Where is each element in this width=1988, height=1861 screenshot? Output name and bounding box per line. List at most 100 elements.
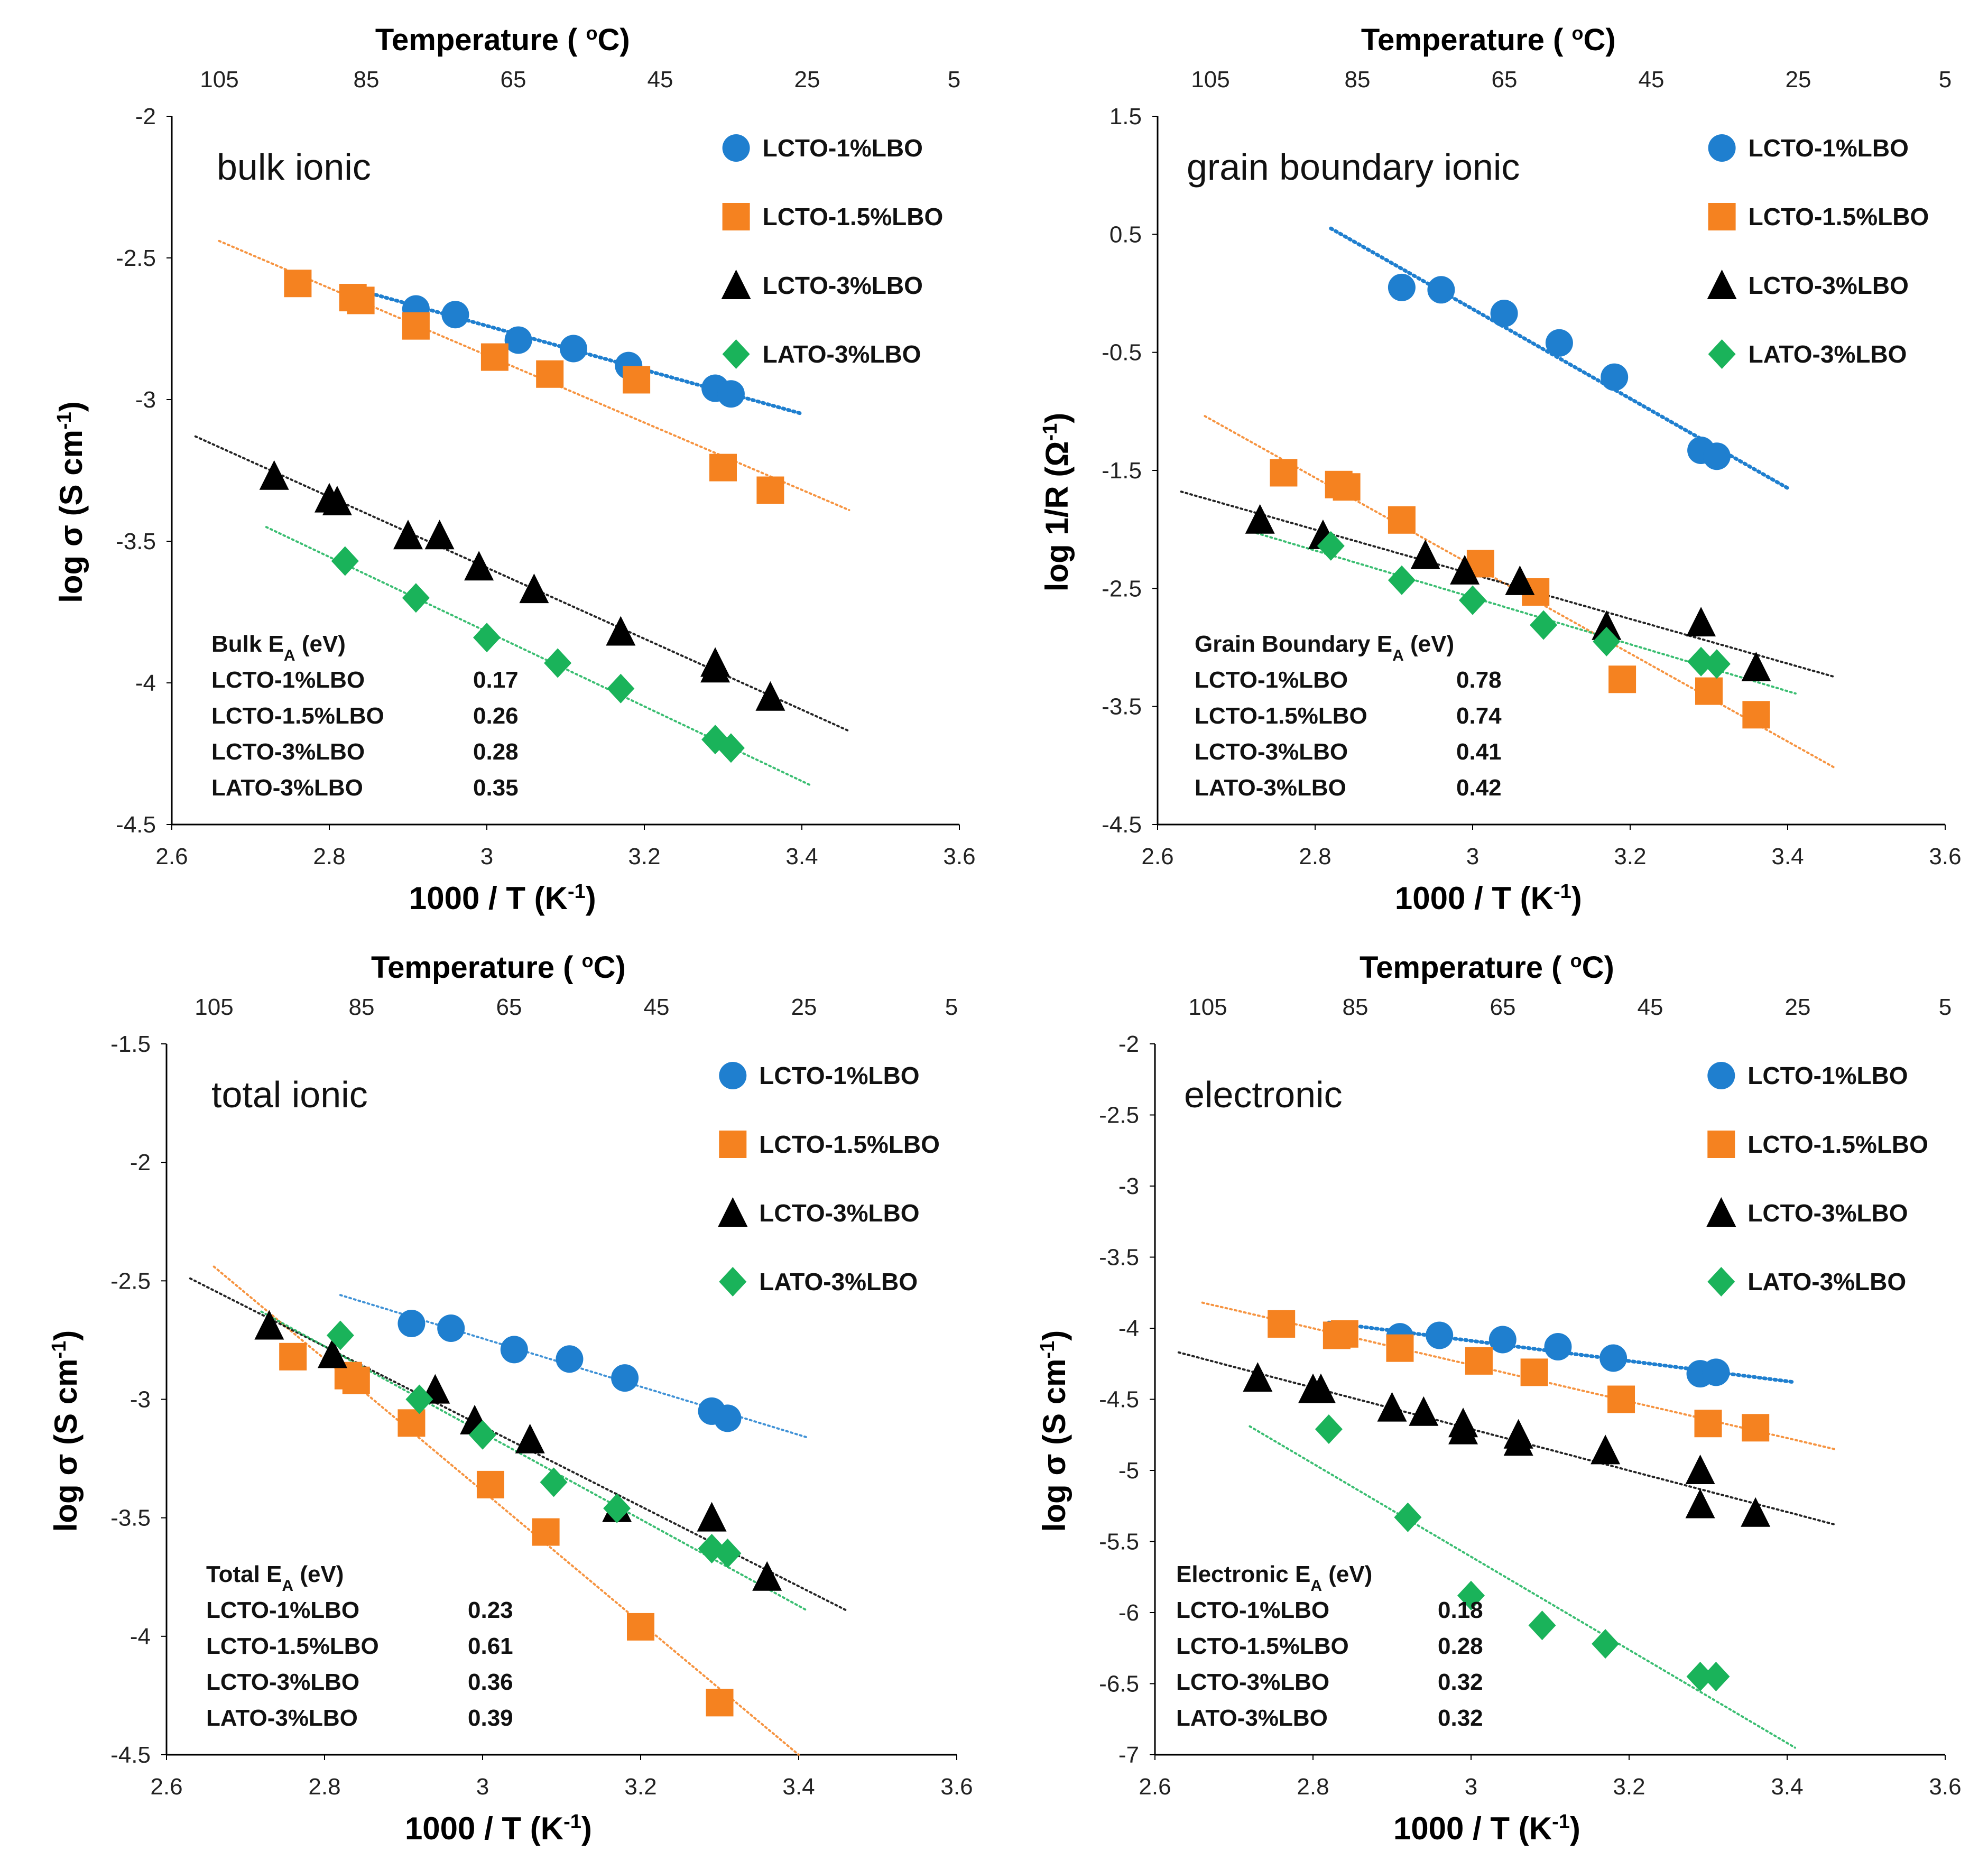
data-point-lcto-1-5-lbo bbox=[627, 1613, 654, 1641]
x-axis-title: 1000 / T (K-1) bbox=[1395, 881, 1582, 916]
fit-line-lato-3-lbo bbox=[260, 1310, 808, 1612]
data-point-lcto-1-5-lbo bbox=[480, 343, 508, 371]
legend-marker-lcto-1-lbo bbox=[1707, 1062, 1735, 1089]
ea-table-header: Total EA (eV) bbox=[206, 1561, 344, 1595]
data-point-lcto-1-5-lbo bbox=[536, 360, 564, 388]
ea-table-row-name: LCTO-1.5%LBO bbox=[211, 703, 384, 729]
data-point-lcto-3-lbo bbox=[1306, 1373, 1336, 1403]
ea-table-row-name: LCTO-3%LBO bbox=[1195, 739, 1348, 765]
panel-label: bulk ionic bbox=[217, 146, 371, 188]
data-point-lato-3-lbo bbox=[1315, 1414, 1343, 1444]
data-point-lato-3-lbo bbox=[714, 1538, 742, 1568]
top-tick-label: 25 bbox=[1786, 67, 1811, 92]
data-point-lcto-3-lbo bbox=[1377, 1392, 1407, 1422]
data-point-lcto-1-lbo bbox=[714, 1404, 742, 1432]
x-tick-label: 3.6 bbox=[1929, 1774, 1961, 1800]
y-tick-label: -6.5 bbox=[1099, 1671, 1139, 1697]
y-tick-label: -4 bbox=[130, 1624, 151, 1650]
x-tick-label: 3.6 bbox=[1929, 844, 1961, 869]
data-point-lcto-3-lbo bbox=[1503, 1426, 1533, 1456]
legend-marker-lato-3-lbo bbox=[1708, 339, 1736, 369]
data-point-lcto-1-lbo bbox=[1601, 363, 1629, 391]
data-point-lcto-3-lbo bbox=[464, 551, 494, 581]
data-point-lcto-1-5-lbo bbox=[284, 270, 312, 298]
legend-marker-lcto-1-5-lbo bbox=[719, 1131, 747, 1158]
x-axis-title: 1000 / T (K-1) bbox=[1393, 1811, 1580, 1846]
y-tick-label: -6 bbox=[1118, 1600, 1139, 1626]
ea-table-row-name: LCTO-1%LBO bbox=[1195, 667, 1348, 693]
data-point-lcto-3-lbo bbox=[322, 485, 352, 515]
data-point-lcto-3-lbo bbox=[755, 681, 785, 711]
data-point-lcto-1-5-lbo bbox=[1742, 701, 1770, 729]
data-point-lcto-3-lbo bbox=[1741, 1497, 1771, 1527]
top-axis-title: Temperature ( oC) bbox=[375, 22, 630, 58]
data-point-lato-3-lbo bbox=[1394, 1502, 1422, 1532]
data-point-lcto-1-lbo bbox=[437, 1314, 465, 1342]
data-point-lcto-1-5-lbo bbox=[532, 1518, 560, 1546]
top-tick-label: 5 bbox=[945, 994, 958, 1020]
x-tick-label: 3.2 bbox=[628, 844, 660, 869]
top-tick-label: 45 bbox=[1638, 994, 1663, 1020]
legend-label-lcto-1-lbo: LCTO-1%LBO bbox=[1749, 134, 1909, 162]
y-tick-label: -2 bbox=[130, 1150, 151, 1175]
y-tick-label: -4.5 bbox=[116, 812, 156, 838]
top-tick-label: 105 bbox=[195, 994, 233, 1020]
data-point-lato-3-lbo bbox=[473, 623, 501, 653]
data-point-lcto-3-lbo bbox=[515, 1423, 545, 1453]
data-point-lcto-3-lbo bbox=[606, 616, 636, 646]
legend-marker-lcto-1-lbo bbox=[722, 134, 750, 162]
fit-line-lcto-1-5-lbo bbox=[1201, 1301, 1836, 1450]
panel-bulk: 2.6 2.8 3 3.2 3.4 3.6 -4.5 -4 -3.5 -3 -2.5 -2 105 85 6… bbox=[53, 22, 976, 916]
data-point-lcto-1-lbo bbox=[1544, 1332, 1572, 1360]
top-tick-label: 25 bbox=[791, 994, 817, 1020]
y-tick-label: -2 bbox=[1118, 1031, 1139, 1057]
legend-marker-lcto-1-5-lbo bbox=[1708, 203, 1736, 230]
y-tick-label: -3 bbox=[130, 1387, 151, 1413]
top-tick-label: 105 bbox=[1188, 994, 1227, 1020]
data-point-lcto-3-lbo bbox=[424, 520, 455, 550]
data-point-lcto-1-5-lbo bbox=[756, 476, 784, 504]
fit-line-lcto-3-lbo bbox=[189, 1277, 847, 1612]
y-tick-label: -0.5 bbox=[1102, 340, 1142, 366]
ea-table-header: Electronic EA (eV) bbox=[1176, 1561, 1372, 1595]
top-tick-label: 105 bbox=[1191, 67, 1229, 92]
legend-label-lcto-3-lbo: LCTO-3%LBO bbox=[1747, 1199, 1908, 1227]
legend-label-lato-3-lbo: LATO-3%LBO bbox=[1749, 340, 1907, 368]
x-tick-label: 3 bbox=[480, 844, 493, 869]
data-point-lato-3-lbo bbox=[540, 1467, 568, 1497]
data-point-lcto-3-lbo bbox=[254, 1310, 284, 1340]
top-tick-label: 5 bbox=[1939, 994, 1952, 1020]
data-point-lcto-1-lbo bbox=[1703, 442, 1731, 470]
data-point-lcto-1-5-lbo bbox=[1695, 677, 1723, 705]
data-point-lcto-1-5-lbo bbox=[1330, 1320, 1358, 1348]
x-tick-label: 3 bbox=[1466, 844, 1479, 869]
y-tick-label: -2.5 bbox=[1102, 576, 1142, 601]
data-point-lato-3-lbo bbox=[607, 673, 635, 703]
x-tick-label: 3.2 bbox=[1613, 1774, 1645, 1800]
legend-label-lcto-1-5-lbo: LCTO-1.5%LBO bbox=[759, 1131, 940, 1158]
data-point-lcto-1-lbo bbox=[500, 1336, 528, 1364]
x-tick-label: 2.6 bbox=[1139, 1774, 1171, 1800]
data-point-lcto-1-5-lbo bbox=[402, 312, 430, 340]
data-point-lcto-3-lbo bbox=[1450, 554, 1480, 585]
legend-marker-lcto-1-lbo bbox=[719, 1062, 747, 1089]
y-tick-label: -1.5 bbox=[110, 1031, 151, 1057]
data-point-lato-3-lbo bbox=[717, 733, 745, 763]
legend-label-lato-3-lbo: LATO-3%LBO bbox=[763, 340, 921, 368]
y-axis-title: log σ (S cm-1) bbox=[53, 401, 89, 603]
ea-table-row-value: 0.36 bbox=[468, 1669, 513, 1695]
data-point-lcto-3-lbo bbox=[1685, 1488, 1715, 1519]
data-point-lcto-1-lbo bbox=[504, 326, 532, 354]
x-tick-label: 2.8 bbox=[1299, 844, 1331, 869]
fit-line-lcto-3-lbo bbox=[1180, 490, 1836, 678]
top-axis-title: Temperature ( oC) bbox=[1361, 22, 1616, 58]
y-tick-label: -7 bbox=[1118, 1742, 1139, 1768]
series-lcto-3-lbo bbox=[259, 460, 785, 711]
data-point-lcto-3-lbo bbox=[1685, 1455, 1715, 1484]
data-point-lcto-1-5-lbo bbox=[1386, 1334, 1414, 1362]
y-tick-label: -2.5 bbox=[116, 245, 156, 271]
x-tick-label: 2.6 bbox=[155, 844, 188, 869]
ea-table-row-name: LCTO-1.5%LBO bbox=[1195, 703, 1367, 729]
legend-label-lcto-1-lbo: LCTO-1%LBO bbox=[763, 134, 923, 162]
